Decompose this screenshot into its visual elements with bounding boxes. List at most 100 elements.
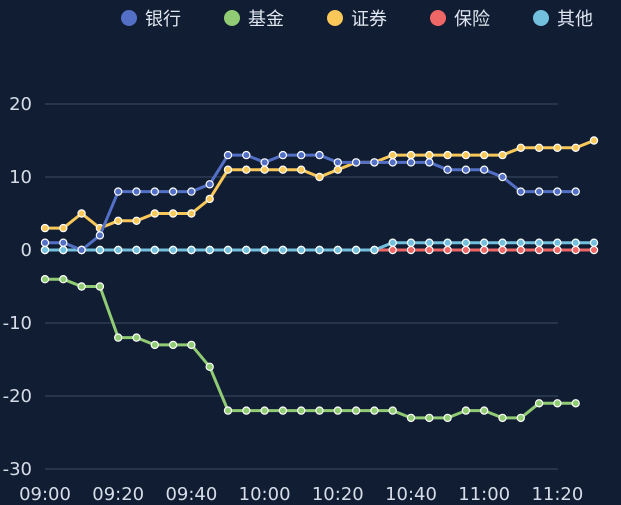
data-point xyxy=(425,413,434,423)
data-point xyxy=(443,413,452,423)
legend-item-2[interactable]: 基金 xyxy=(224,9,284,30)
data-point xyxy=(315,172,324,182)
y-tick-label: -20 xyxy=(3,386,32,407)
data-point xyxy=(315,150,324,160)
data-point xyxy=(351,245,361,255)
legend-item-1[interactable]: 银行 xyxy=(121,9,181,30)
data-point xyxy=(425,245,434,255)
data-point xyxy=(95,282,105,291)
data-point xyxy=(534,245,544,255)
y-tick-label: 0 xyxy=(21,240,32,261)
data-point xyxy=(425,158,434,167)
y-axis: 20 10 0 -10 -20 -30 xyxy=(3,94,32,480)
legend-label: 基金 xyxy=(248,9,284,30)
legend[interactable]: 银行 基金 证券 保险 其他 xyxy=(121,9,593,30)
data-point xyxy=(205,362,214,371)
x-tick-label: 10:20 xyxy=(312,484,364,505)
data-point xyxy=(77,282,86,291)
x-tick-label: 11:20 xyxy=(531,484,583,505)
data-point xyxy=(516,143,526,152)
data-point xyxy=(150,209,159,218)
legend-marker xyxy=(327,10,343,26)
data-point xyxy=(425,150,434,160)
data-point xyxy=(40,238,50,247)
data-point xyxy=(480,165,489,174)
data-point xyxy=(534,238,544,247)
data-point xyxy=(406,413,416,423)
data-point xyxy=(223,165,233,174)
data-point xyxy=(150,340,159,350)
data-point xyxy=(113,333,123,342)
data-point xyxy=(278,150,288,160)
data-point xyxy=(571,187,580,196)
data-point xyxy=(498,172,507,182)
data-point xyxy=(260,406,269,415)
data-point xyxy=(242,165,251,174)
series-1 xyxy=(40,150,580,255)
data-point xyxy=(370,158,379,167)
data-point xyxy=(297,406,306,415)
x-tick-label: 09:40 xyxy=(165,484,217,505)
data-point xyxy=(242,245,251,255)
data-point xyxy=(388,406,397,415)
data-point xyxy=(278,165,288,174)
x-tick-label: 10:00 xyxy=(239,484,291,505)
data-point xyxy=(205,180,214,189)
data-point xyxy=(150,187,159,196)
data-point xyxy=(77,209,86,218)
series-line xyxy=(45,153,576,252)
series-group xyxy=(40,136,599,423)
data-point xyxy=(132,216,141,225)
data-point xyxy=(59,223,68,233)
legend-label: 保险 xyxy=(454,9,490,30)
data-point xyxy=(443,150,452,160)
data-point xyxy=(406,238,416,247)
data-point xyxy=(589,245,599,255)
data-point xyxy=(278,406,288,415)
series-2 xyxy=(40,275,580,423)
y-tick-label: -10 xyxy=(3,313,32,334)
legend-item-5[interactable]: 其他 xyxy=(533,9,593,30)
data-point xyxy=(242,150,251,160)
data-point xyxy=(315,406,324,415)
data-point xyxy=(498,150,507,160)
data-point xyxy=(333,165,342,174)
data-point xyxy=(498,238,507,247)
data-point xyxy=(553,143,562,152)
data-point xyxy=(388,238,397,247)
data-point xyxy=(333,158,342,167)
data-point xyxy=(480,245,489,255)
data-point xyxy=(260,245,269,255)
data-point xyxy=(534,399,544,408)
legend-item-4[interactable]: 保险 xyxy=(430,9,490,30)
legend-label: 其他 xyxy=(557,9,593,30)
legend-marker xyxy=(121,10,137,26)
data-point xyxy=(388,158,397,167)
data-point xyxy=(168,340,178,350)
data-point xyxy=(223,150,233,160)
data-point xyxy=(59,275,68,284)
data-point xyxy=(589,136,599,145)
data-point xyxy=(113,245,123,255)
data-point xyxy=(168,245,178,255)
data-point xyxy=(443,238,452,247)
data-point xyxy=(150,245,159,255)
legend-label: 证券 xyxy=(351,9,387,30)
data-point xyxy=(553,245,562,255)
data-point xyxy=(461,245,471,255)
data-point xyxy=(59,245,68,255)
data-point xyxy=(461,165,471,174)
data-point xyxy=(461,238,471,247)
data-point xyxy=(589,238,599,247)
data-point xyxy=(516,187,526,196)
data-point xyxy=(516,413,526,423)
data-point xyxy=(480,238,489,247)
data-point xyxy=(534,143,544,152)
legend-item-3[interactable]: 证券 xyxy=(327,9,387,30)
data-point xyxy=(95,245,105,255)
data-point xyxy=(498,413,507,423)
data-point xyxy=(59,238,68,247)
data-point xyxy=(443,165,452,174)
data-point xyxy=(406,150,416,160)
x-tick-label: 11:00 xyxy=(458,484,510,505)
